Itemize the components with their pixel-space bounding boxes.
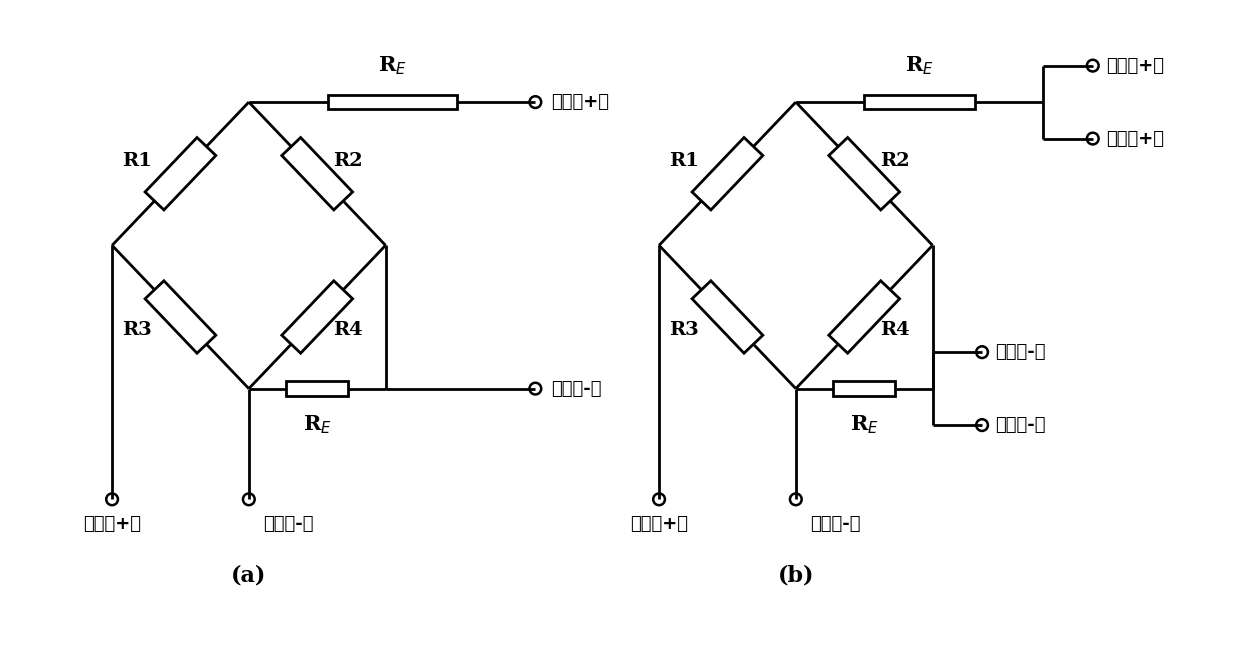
Bar bbox=[833, 382, 895, 396]
Text: 激励（-）: 激励（-） bbox=[551, 380, 601, 398]
Text: R$_E$: R$_E$ bbox=[849, 413, 879, 436]
Polygon shape bbox=[145, 138, 216, 210]
Text: 反馈（+）: 反馈（+） bbox=[1106, 129, 1164, 148]
Polygon shape bbox=[828, 281, 899, 353]
Text: 反馈（-）: 反馈（-） bbox=[994, 416, 1045, 434]
Text: 输出（-）: 输出（-） bbox=[263, 515, 314, 533]
Text: 输出（-）: 输出（-） bbox=[810, 515, 861, 533]
Text: 激励（-）: 激励（-） bbox=[994, 343, 1045, 361]
Polygon shape bbox=[145, 281, 216, 353]
Text: (a): (a) bbox=[231, 564, 267, 586]
Polygon shape bbox=[692, 281, 763, 353]
Bar bbox=[286, 382, 348, 396]
Text: R2: R2 bbox=[880, 151, 909, 170]
Text: R1: R1 bbox=[122, 151, 151, 170]
Polygon shape bbox=[281, 138, 352, 210]
Text: R3: R3 bbox=[122, 321, 151, 339]
Text: R3: R3 bbox=[670, 321, 699, 339]
Polygon shape bbox=[828, 138, 899, 210]
Polygon shape bbox=[281, 281, 352, 353]
Text: 激励（+）: 激励（+） bbox=[551, 93, 609, 111]
Text: R4: R4 bbox=[332, 321, 362, 339]
Text: 输出（+）: 输出（+） bbox=[630, 515, 688, 533]
Text: R1: R1 bbox=[668, 151, 699, 170]
Text: 输出（+）: 输出（+） bbox=[83, 515, 141, 533]
Bar bbox=[864, 95, 975, 109]
Polygon shape bbox=[692, 138, 763, 210]
Text: R4: R4 bbox=[880, 321, 909, 339]
Text: R$_E$: R$_E$ bbox=[303, 413, 331, 436]
Text: (b): (b) bbox=[777, 564, 815, 586]
Text: R$_E$: R$_E$ bbox=[378, 55, 407, 78]
Text: 激励（+）: 激励（+） bbox=[1106, 57, 1164, 74]
Text: R$_E$: R$_E$ bbox=[905, 55, 934, 78]
Text: R2: R2 bbox=[332, 151, 362, 170]
Bar bbox=[327, 95, 456, 109]
